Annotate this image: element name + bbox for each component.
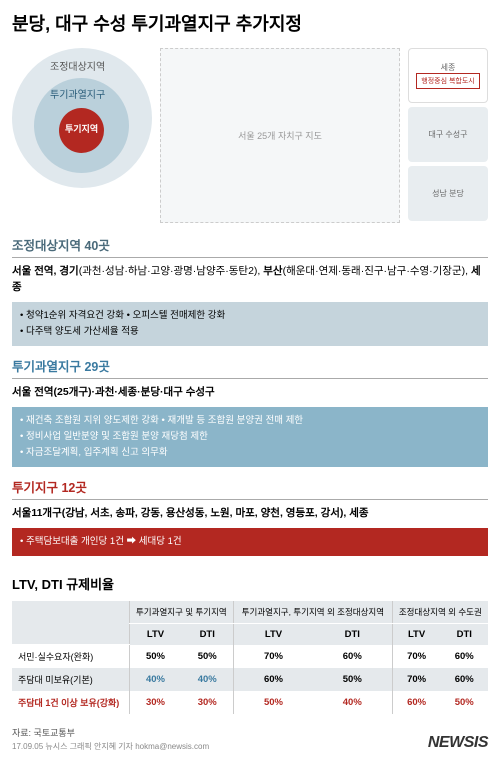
ltv-title: LTV, DTI 규제비율 [12,574,488,593]
sub-header: LTV [392,623,440,645]
seoul-map: 서울 25개 자치구 지도 [160,48,400,223]
sub-header: DTI [440,623,488,645]
cell: 50% [440,691,488,714]
legend-mid-label: 투기과열지구 [50,86,105,101]
cell: 30% [181,691,233,714]
cell: 50% [313,668,392,691]
cell: 70% [392,668,440,691]
s2-bullet: 재건축 조합원 지위 양도제한 강화 • 재개발 등 조합원 분양권 전매 제한 [20,413,480,429]
section2-sub: 서울 전역(25개구)·과천·세종·분당·대구 수성구 [12,385,488,401]
credit: 17.09.05 뉴시스 그래픽 안지혜 기자 hokma@newsis.com [12,741,209,752]
section3-bullets: 주택담보대출 개인당 1건 ➡ 세대당 1건 [12,528,488,556]
s1-b1: 서울 전역, 경기 [12,265,79,277]
ltv-table: 투기과열지구 및 투기지역 투기과열지구, 투기지역 외 조정대상지역 조정대상… [12,601,488,715]
s3-bullet: 주택담보대출 개인당 1건 ➡ 세대당 1건 [20,534,480,550]
row-label: 주담대 1건 이상 보유(강화) [12,691,129,714]
sub-header: LTV [234,623,313,645]
cell: 70% [234,645,313,669]
section-adjustment: 조정대상지역 40곳 서울 전역, 경기(과천·성남·하남·고양·광명·남양주·… [12,235,488,346]
section1-sub: 서울 전역, 경기(과천·성남·하남·고양·광명·남양주·동탄2), 부산(해운… [12,264,488,296]
source-label: 자료: 국토교통부 [12,726,209,739]
s2-bullet: 자금조달계획, 입주계획 신고 의무화 [20,445,480,461]
cell: 50% [234,691,313,714]
cell: 60% [440,668,488,691]
col-header: 투기과열지구 및 투기지역 [129,601,233,624]
sub-header: DTI [313,623,392,645]
table-row: 주담대 1건 이상 보유(강화) 30% 30% 50% 40% 60% 50% [12,691,488,714]
table-row: 서민·실수요자(완화) 50% 50% 70% 60% 70% 60% [12,645,488,669]
section3-sub: 서울11개구(강남, 서초, 송파, 강동, 용산성동, 노원, 마포, 양천,… [12,506,488,522]
legend-outer-label: 조정대상지역 [50,58,105,73]
s2-bullet: 정비사업 일반분양 및 조합원 분양 재당첨 제한 [20,429,480,445]
cell: 60% [440,645,488,669]
newsis-logo: NEWSIS [428,734,488,752]
section1-bullets: 청약1순위 자격요건 강화 • 오피스텔 전매제한 강화 다주택 양도세 가산세… [12,302,488,346]
section-speculation: 투기지구 12곳 서울11개구(강남, 서초, 송파, 강동, 용산성동, 노원… [12,477,488,556]
col-header: 조정대상지역 외 수도권 [392,601,488,624]
mini-map-daegu: 대구 수성구 [408,107,488,162]
page-title: 분당, 대구 수성 투기과열지구 추가지정 [12,10,488,36]
cell: 60% [234,668,313,691]
section1-title: 조정대상지역 40곳 [12,235,488,258]
footer: 자료: 국토교통부 17.09.05 뉴시스 그래픽 안지혜 기자 hokma@… [12,726,488,752]
cell: 40% [129,668,181,691]
mini-map-bundang: 성남 분당 [408,166,488,221]
row-label: 서민·실수요자(완화) [12,645,129,669]
mini-map-sejong: 세종 행정중심 복합도시 [408,48,488,103]
top-row: 조정대상지역 투기과열지구 투기지역 서울 25개 자치구 지도 세종 행정중심… [12,48,488,223]
section2-title: 투기과열지구 29곳 [12,356,488,379]
cell: 30% [129,691,181,714]
sejong-inner: 행정중심 복합도시 [416,73,479,89]
sub-header: DTI [181,623,233,645]
side-maps: 세종 행정중심 복합도시 대구 수성구 성남 분당 [408,48,488,223]
s1-bullet: 청약1순위 자격요건 강화 • 오피스텔 전매제한 강화 [20,308,480,324]
map-note: 서울 25개 자치구 지도 [238,129,322,142]
ltv-section: LTV, DTI 규제비율 투기과열지구 및 투기지역 투기과열지구, 투기지역… [12,574,488,715]
section2-bullets: 재건축 조합원 지위 양도제한 강화 • 재개발 등 조합원 분양권 전매 제한… [12,407,488,467]
s1-b2: 부산 [263,265,282,277]
section-overheated: 투기과열지구 29곳 서울 전역(25개구)·과천·세종·분당·대구 수성구 재… [12,356,488,467]
sejong-label: 세종 [416,62,479,73]
legend-inner-label: 투기지역 [65,122,98,135]
table-row: 주담대 미보유(기본) 40% 40% 60% 50% 70% 60% [12,668,488,691]
s1-p2: (해운대·연제·동래·진구·남구·수영·기장군), [283,265,471,277]
row-label: 주담대 미보유(기본) [12,668,129,691]
section3-title: 투기지구 12곳 [12,477,488,500]
ltv-tbody: 서민·실수요자(완화) 50% 50% 70% 60% 70% 60% 주담대 … [12,645,488,715]
cell: 60% [313,645,392,669]
cell: 50% [181,645,233,669]
cell: 40% [181,668,233,691]
sub-header: LTV [129,623,181,645]
s1-bullet: 다주택 양도세 가산세율 적용 [20,324,480,340]
cell: 70% [392,645,440,669]
cell: 40% [313,691,392,714]
empty-header [12,601,129,645]
col-header: 투기과열지구, 투기지역 외 조정대상지역 [234,601,393,624]
cell: 50% [129,645,181,669]
cell: 60% [392,691,440,714]
legend-circles: 조정대상지역 투기과열지구 투기지역 [12,48,152,188]
s1-p1: (과천·성남·하남·고양·광명·남양주·동탄2), [79,265,264,277]
